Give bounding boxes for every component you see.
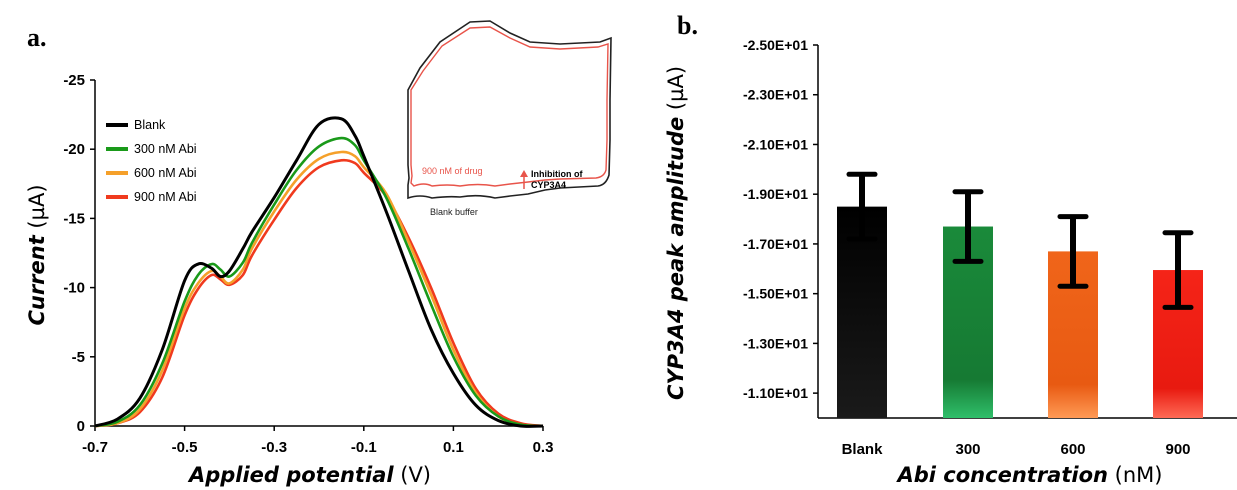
panel-a-y-tick-label: -5 (72, 349, 85, 366)
panel-a-curves (94, 116, 544, 428)
inset-buffer-label: Blank buffer (430, 207, 478, 217)
panel-a-ylabel-unit: (µA) (25, 184, 49, 235)
panel-b-y-tick-label: -2.50E+01 (743, 37, 808, 53)
panel-b-y-tick-label: -1.50E+01 (743, 286, 808, 302)
panel-a-x-tick-label: -0.3 (261, 439, 287, 456)
panel-a-x-tick-label: 0.3 (533, 439, 554, 456)
legend-label: 900 nM Abi (134, 190, 197, 204)
category-label: 900 (1165, 441, 1190, 458)
panel-a-y-tick-label: -25 (63, 72, 85, 89)
panel-a-x-tick-label: 0.1 (443, 439, 464, 456)
panel-b-y-tick-label: -1.90E+01 (743, 186, 808, 202)
panel-b-bar-chart: -2.50E+01 -2.30E+01 -2.10E+01 -1.90E+01 -1.7… (664, 37, 1237, 487)
panel-a-y-tick-label: -10 (63, 280, 85, 297)
panel-b-xlabel-unit: (nM) (1108, 463, 1163, 487)
panel-a-xlabel-italic: Applied potential (187, 463, 394, 487)
legend-label: Blank (134, 118, 166, 132)
panel-a-xlabel-unit: (V) (394, 463, 431, 487)
panel-a-x-tick-label: -0.1 (351, 439, 377, 456)
panel-a-y-axis-title: Current (µA) (25, 184, 49, 325)
category-label: 300 (955, 441, 980, 458)
inset-blank-trace (407, 20, 612, 200)
category-label: 600 (1060, 441, 1085, 458)
panel-b-xlabel-italic: Abi concentration (896, 463, 1108, 487)
bar-blank (837, 206, 887, 418)
legend-label: 600 nM Abi (134, 166, 197, 180)
panel-a-ylabel-italic: Current (25, 234, 49, 325)
panel-b-ylabel-italic: CYP3A4 peak amplitude (664, 117, 688, 400)
series-line-900-nm-abi (94, 158, 544, 428)
inset-drug-label: 900 nM of drug (422, 166, 483, 176)
panel-a-x-axis-title: Applied potential (V) (187, 463, 431, 487)
panel-b-y-tick-label: -2.10E+01 (743, 136, 808, 152)
panel-a-x-tick-label: -0.7 (82, 439, 108, 456)
inset-inhibition-line2: CYP3A4 (531, 180, 566, 190)
panel-b-x-axis-title: Abi concentration (nM) (896, 463, 1163, 487)
panel-a-y-tick-label: 0 (77, 418, 85, 435)
series-line-blank (94, 116, 544, 428)
panel-b-y-tick-label: -2.30E+01 (743, 87, 808, 103)
panel-b-y-axis-title: CYP3A4 peak amplitude (µA) (664, 66, 688, 400)
panel-b-y-tick-label: -1.10E+01 (743, 385, 808, 401)
panel-a-label: a. (27, 23, 47, 52)
series-line-600-nm-abi (94, 150, 544, 428)
panel-b-label: b. (677, 11, 698, 40)
panel-a-y-tick-label: -20 (63, 141, 85, 158)
panel-b-ylabel-unit: (µA) (664, 66, 688, 117)
inset-drug-trace (410, 26, 609, 187)
legend-label: 300 nM Abi (134, 142, 197, 156)
series-line-300-nm-abi (94, 136, 544, 428)
inset-arrow-icon (520, 170, 528, 177)
inset-inhibition-line1: Inhibition of (531, 169, 583, 179)
panel-a-ticks: -25 -20 -15 -10 -5 0 -0.7 -0.5 -0.3 -0.1 0.1 0.3 (63, 72, 553, 456)
panel-b-ticks: -2.50E+01 -2.30E+01 -2.10E+01 -1.90E+01 -1.7… (743, 37, 818, 401)
panel-a-x-tick-label: -0.5 (172, 439, 198, 456)
panel-a-legend: Blank 300 nM Abi 600 nM Abi 900 nM Abi (106, 118, 197, 204)
panel-a-y-tick-label: -15 (63, 210, 85, 227)
category-label: Blank (842, 441, 884, 458)
panel-b-bars: Blank 300 600 900 (837, 171, 1203, 458)
panel-b-y-tick-label: -1.30E+01 (743, 335, 808, 351)
panel-a-inset: 900 nM of drug Blank buffer Inhibition o… (407, 20, 612, 217)
panel-b-y-tick-label: -1.70E+01 (743, 236, 808, 252)
panel-a-line-chart: -25 -20 -15 -10 -5 0 -0.7 -0.5 -0.3 -0.1 0.1 0.3 Cu… (25, 20, 612, 487)
